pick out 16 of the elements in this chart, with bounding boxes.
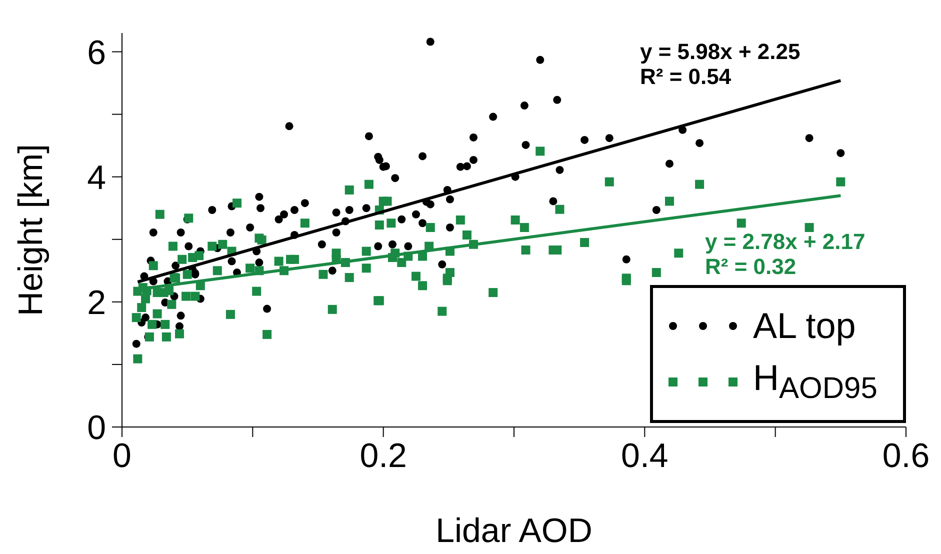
legend-label: H$_{AOD95}$	[753, 357, 878, 407]
y-tick-label: 6	[87, 34, 106, 72]
legend-label: AL top	[753, 305, 856, 347]
annotation: R² = 0.54	[640, 64, 732, 89]
x-tick-label: 0.4	[621, 437, 668, 476]
x-axis-title: Lidar AOD	[436, 512, 592, 550]
y-tick-label: 0	[87, 409, 106, 448]
y-axis-title: Height [km]	[12, 144, 50, 316]
x-tick-label: 0	[112, 437, 132, 476]
y-tick-label: 2	[87, 284, 106, 322]
annotation: y = 2.78x + 2.17	[705, 229, 866, 254]
x-tick-label: 0.6	[882, 437, 930, 476]
annotation: R² = 0.32	[705, 254, 796, 279]
y-tick-label: 4	[87, 158, 106, 197]
annotation: y = 5.98x + 2.25	[640, 39, 800, 64]
x-tick-label: 0.2	[360, 437, 407, 476]
